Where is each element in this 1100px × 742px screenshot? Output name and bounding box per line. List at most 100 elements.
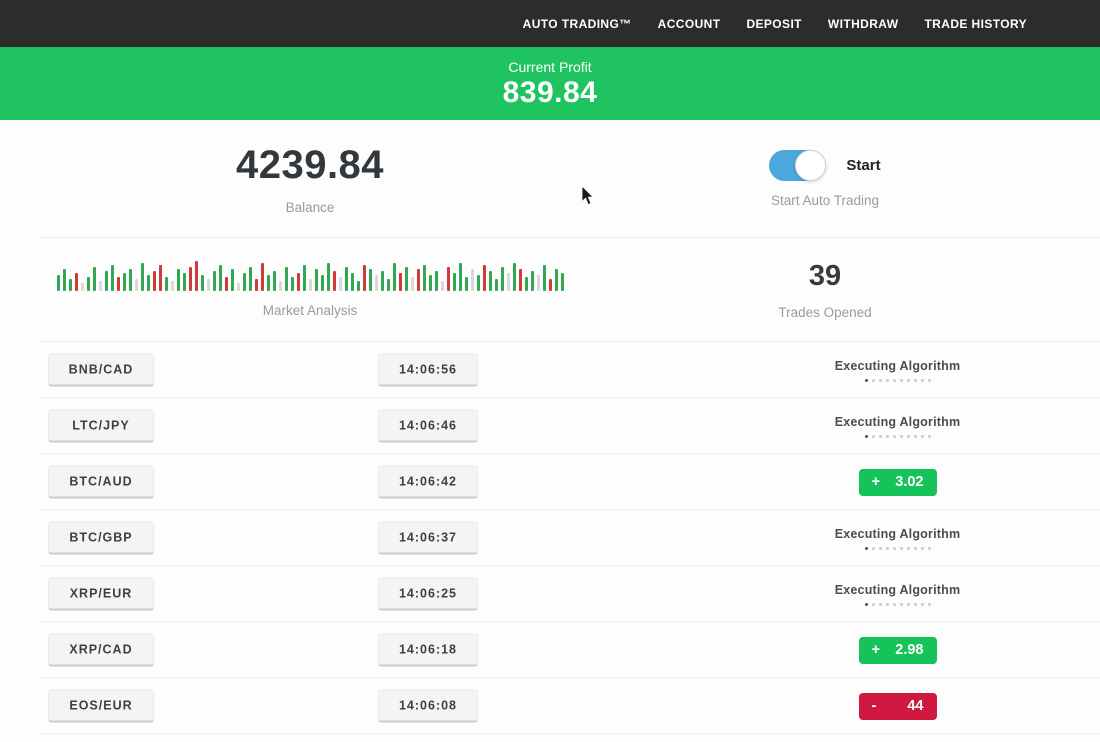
nav-item-account[interactable]: ACCOUNT (657, 16, 721, 31)
market-bar (212, 271, 216, 291)
balance-label: Balance (285, 199, 335, 215)
nav-item-trade-history[interactable]: TRADE HISTORY (924, 16, 1027, 31)
market-bar (80, 283, 84, 291)
market-bar (176, 269, 180, 291)
pair-chip[interactable]: BTC/AUD (48, 465, 154, 499)
profit-banner-label: Current Profit (508, 58, 592, 75)
market-analysis-label: Market Analysis (262, 303, 358, 318)
toggle-label: Start (846, 156, 881, 174)
progress-dot (906, 434, 910, 438)
market-bar (200, 275, 204, 291)
top-nav: AUTO TRADING™ ACCOUNT DEPOSIT WITHDRAW TRADE… (0, 0, 1100, 47)
market-bar (440, 281, 444, 291)
market-bar (86, 277, 90, 291)
progress-dot (878, 434, 882, 438)
market-bar (98, 281, 102, 291)
trade-status: - 44 (790, 678, 1005, 734)
trade-status: Executing Algorithm (790, 510, 1005, 566)
progress-dot (927, 546, 931, 550)
progress-dot (913, 378, 917, 382)
pair-chip[interactable]: XRP/CAD (48, 633, 154, 667)
pair-chip[interactable]: XRP/EUR (48, 577, 154, 611)
section-divider (40, 341, 1100, 342)
progress-dot (906, 602, 910, 606)
pair-chip[interactable]: BTC/GBP (48, 521, 154, 555)
nav-item-withdraw[interactable]: WITHDRAW (827, 16, 899, 31)
progress-dots (864, 434, 931, 438)
progress-dot (871, 434, 875, 438)
market-bar (188, 267, 192, 291)
market-bar (278, 281, 282, 291)
trade-time: 14:06:46 (378, 409, 478, 443)
market-bar (506, 273, 510, 291)
trade-time: 14:06:08 (378, 689, 478, 723)
market-bar (290, 277, 294, 291)
balance-value: 4239.84 (235, 142, 385, 187)
market-bar (182, 273, 186, 291)
stats-row-balance: 4239.84 Balance Start Start Auto Trading (0, 120, 1100, 237)
pair-chip[interactable]: LTC/JPY (48, 409, 154, 443)
pair-chip[interactable]: EOS/EUR (48, 689, 154, 723)
auto-trading-toggle[interactable] (769, 149, 827, 181)
trade-row: EOS/EUR 14:06:08 - 44 (0, 678, 1100, 734)
market-bar (512, 263, 516, 291)
trade-time: 14:06:25 (378, 577, 478, 611)
market-bar (146, 275, 150, 291)
result-amount: 44 (907, 698, 924, 714)
trade-row: XRP/EUR 14:06:25 Executing Algorithm (0, 566, 1100, 622)
market-bar (260, 263, 264, 291)
market-analysis-block: Market Analysis (0, 238, 620, 341)
market-bar (164, 277, 168, 291)
market-bar (134, 279, 138, 291)
market-bar (254, 279, 258, 291)
trade-status: +2.98 (790, 622, 1005, 678)
market-bar (428, 275, 432, 291)
market-bar (482, 265, 486, 291)
trade-row: LTC/JPY 14:06:46 Executing Algorithm (0, 398, 1100, 454)
stats-row-market: Market Analysis 39 Trades Opened (0, 238, 1100, 341)
progress-dot (906, 546, 910, 550)
progress-dot (892, 546, 896, 550)
market-bar (344, 267, 348, 291)
progress-dot (906, 378, 910, 382)
market-bar (362, 265, 366, 291)
market-bar (218, 265, 222, 291)
market-bar (74, 273, 78, 291)
market-bar (92, 267, 96, 291)
market-bar (560, 273, 564, 291)
market-bar (206, 279, 210, 291)
nav-item-deposit[interactable]: DEPOSIT (746, 16, 802, 31)
market-bar (488, 271, 492, 291)
market-bar (350, 273, 354, 291)
progress-dot (927, 434, 931, 438)
market-bar (356, 281, 360, 291)
profit-banner: Current Profit 839.84 (0, 47, 1100, 120)
trades-opened-block: 39 Trades Opened (620, 238, 1030, 341)
nav-item-auto-trading[interactable]: AUTO TRADING™ (522, 16, 632, 31)
progress-dot (920, 378, 924, 382)
progress-dot (899, 546, 903, 550)
market-bar (110, 265, 114, 291)
progress-dot (920, 602, 924, 606)
progress-dot (878, 378, 882, 382)
progress-dot (913, 546, 917, 550)
result-sign: + (871, 474, 880, 490)
progress-dot (927, 378, 931, 382)
executing-label: Executing Algorithm (834, 358, 961, 373)
market-bar (410, 277, 414, 291)
market-bar (374, 275, 378, 291)
market-bar (68, 279, 72, 291)
market-bar (248, 267, 252, 291)
progress-dot (892, 602, 896, 606)
market-bar (194, 261, 198, 291)
pair-chip[interactable]: BNB/CAD (48, 353, 154, 387)
market-bar (266, 275, 270, 291)
toggle-knob-icon (795, 149, 827, 181)
trade-time: 14:06:56 (378, 353, 478, 387)
market-bar (530, 271, 534, 291)
result-sign: + (871, 642, 880, 658)
trade-time: 14:06:18 (378, 633, 478, 667)
market-bar (416, 269, 420, 291)
progress-dot (878, 546, 882, 550)
auto-trading-block: Start Start Auto Trading (620, 120, 1030, 237)
